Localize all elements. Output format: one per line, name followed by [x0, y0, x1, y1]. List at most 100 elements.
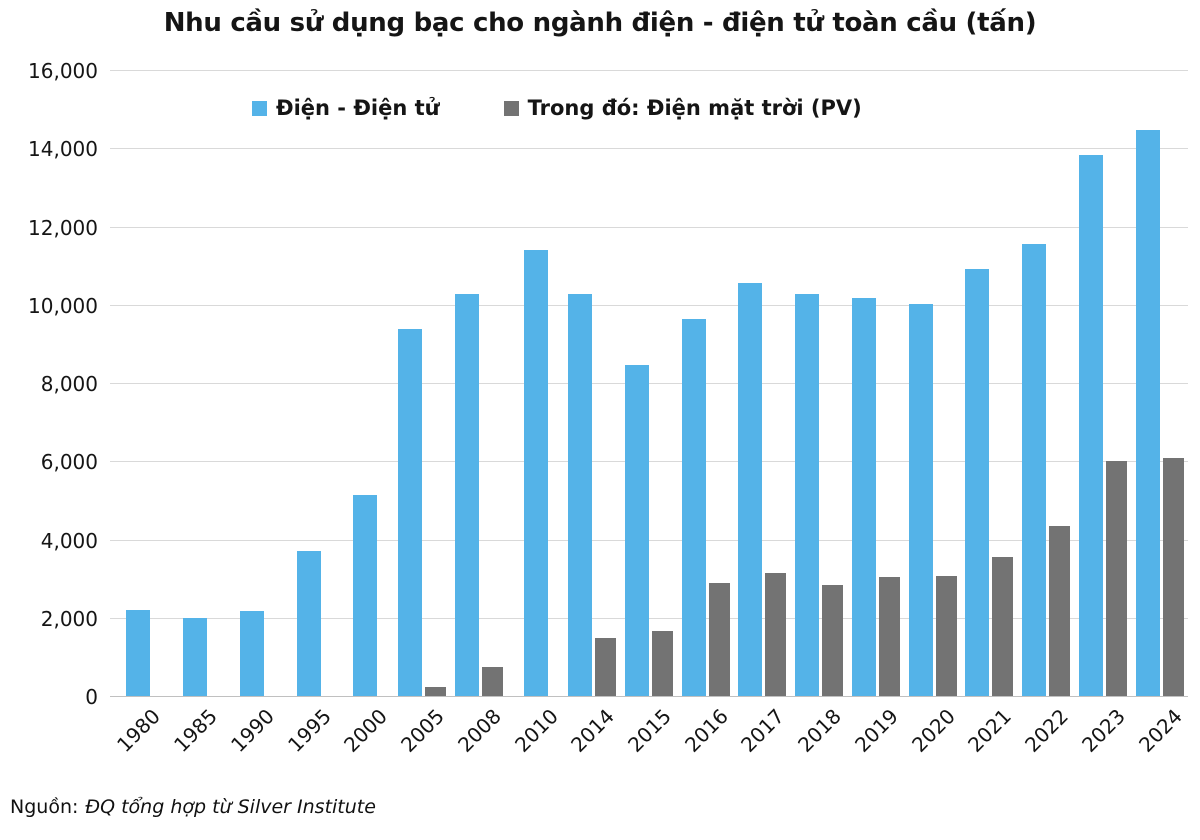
- x-tick-label-2008: 2008: [452, 704, 506, 757]
- bar-group-1990: [223, 70, 280, 696]
- bar-group-2008: [450, 70, 507, 696]
- bar-2008-dien-mat-troi-pv[interactable]: [481, 666, 503, 696]
- bar-2023-dien-mat-troi-pv[interactable]: [1105, 460, 1127, 696]
- bar-2018-dien-mat-troi-pv[interactable]: [822, 584, 844, 696]
- bar-2015-dien-mat-troi-pv[interactable]: [651, 630, 673, 696]
- bar-group-1980: [110, 70, 167, 696]
- x-tick-label-2016: 2016: [679, 704, 733, 757]
- bar-group-2021: [961, 70, 1018, 696]
- bar-2016-dien-dien-tu[interactable]: [681, 319, 706, 696]
- bar-group-2023: [1074, 70, 1131, 696]
- x-tick-label-1990: 1990: [225, 704, 279, 757]
- x-axis-labels: 1980 1985 1990 1995 2000 2005 2008 2010 2014 2015…: [0, 704, 1200, 784]
- gridline-4000: [110, 539, 1188, 541]
- x-tick-label-2005: 2005: [396, 704, 450, 757]
- bar-group-2015: [621, 70, 678, 696]
- bar-2020-dien-dien-tu[interactable]: [908, 303, 933, 696]
- bar-2021-dien-dien-tu[interactable]: [965, 269, 990, 696]
- x-tick-label-2015: 2015: [623, 704, 676, 757]
- source-text: ĐQ tổng hợp từ Silver Institute: [85, 796, 376, 818]
- x-tick-label-1985: 1985: [169, 704, 223, 757]
- bar-2014-dien-dien-tu[interactable]: [568, 294, 593, 696]
- bar-2005-dien-dien-tu[interactable]: [398, 329, 423, 696]
- y-tick-label-14000: 14,000: [28, 137, 98, 162]
- x-tick-label-2020: 2020: [906, 704, 960, 757]
- y-tick-label-12000: 12,000: [28, 215, 98, 240]
- bar-2024-dien-mat-troi-pv[interactable]: [1162, 458, 1184, 696]
- y-tick-label-0: 0: [85, 685, 98, 709]
- y-tick-label-16000: 16,000: [28, 59, 98, 83]
- bar-2021-dien-mat-troi-pv[interactable]: [992, 557, 1014, 696]
- gridline-14000: [110, 148, 1188, 150]
- bar-2020-dien-mat-troi-pv[interactable]: [935, 575, 957, 696]
- legend-item-dien-dien-tu[interactable]: Điện - Điện tử: [252, 96, 440, 120]
- source-note: Nguồn: ĐQ tổng hợp từ Silver Institute: [10, 796, 376, 818]
- x-tick-label-1980: 1980: [112, 704, 166, 757]
- x-tick-label-2014: 2014: [566, 704, 620, 757]
- bar-group-2010: [507, 70, 564, 696]
- bar-2017-dien-dien-tu[interactable]: [738, 283, 763, 696]
- x-tick-label-2022: 2022: [1020, 704, 1074, 757]
- bar-2008-dien-dien-tu[interactable]: [454, 294, 479, 696]
- x-tick-label-2021: 2021: [963, 704, 1017, 757]
- bar-group-2016: [677, 70, 734, 696]
- bar-group-1995: [280, 70, 337, 696]
- bar-1980-dien-dien-tu[interactable]: [126, 609, 151, 696]
- bar-2018-dien-dien-tu[interactable]: [795, 293, 820, 696]
- bar-group-2020: [904, 70, 961, 696]
- bar-2016-dien-mat-troi-pv[interactable]: [708, 582, 730, 696]
- bar-2014-dien-mat-troi-pv[interactable]: [595, 637, 617, 696]
- bar-2019-dien-mat-troi-pv[interactable]: [878, 577, 900, 696]
- bar-2019-dien-dien-tu[interactable]: [851, 298, 876, 696]
- bar-2023-dien-dien-tu[interactable]: [1078, 154, 1103, 696]
- bar-1985-dien-dien-tu[interactable]: [183, 617, 208, 696]
- y-tick-label-4000: 4,000: [40, 528, 98, 553]
- gridline-10000: [110, 304, 1188, 306]
- chart-legend: Điện - Điện tử Trong đó: Điện mặt trời (P…: [252, 96, 862, 120]
- bar-2022-dien-mat-troi-pv[interactable]: [1049, 525, 1071, 696]
- y-tick-label-8000: 8,000: [40, 372, 98, 396]
- gridline-2000: [110, 617, 1188, 619]
- bar-2024-dien-dien-tu[interactable]: [1135, 129, 1160, 696]
- gridline-0: [110, 696, 1188, 697]
- bar-group-2017: [734, 70, 791, 696]
- x-tick-label-2019: 2019: [849, 704, 903, 757]
- legend-item-dien-mat-troi-pv[interactable]: Trong đó: Điện mặt trời (PV): [503, 96, 862, 120]
- x-tick-label-2017: 2017: [736, 704, 790, 757]
- bar-2000-dien-dien-tu[interactable]: [353, 494, 378, 696]
- y-tick-label-6000: 6,000: [40, 450, 98, 475]
- legend-label: Điện - Điện tử: [276, 96, 440, 120]
- gridline-8000: [110, 383, 1188, 384]
- x-tick-label-2000: 2000: [339, 704, 393, 757]
- bar-group-2018: [791, 70, 848, 696]
- bar-group-2022: [1018, 70, 1075, 696]
- y-tick-label-10000: 10,000: [28, 293, 98, 318]
- x-tick-label-2024: 2024: [1133, 704, 1187, 757]
- legend-label: Trong đó: Điện mặt trời (PV): [527, 96, 862, 120]
- y-tick-label-2000: 2,000: [40, 606, 98, 631]
- gridline-6000: [110, 461, 1188, 463]
- plot-area: [110, 70, 1188, 697]
- bar-2017-dien-mat-troi-pv[interactable]: [765, 572, 787, 696]
- bar-2022-dien-dien-tu[interactable]: [1022, 244, 1047, 696]
- gridline-16000: [110, 70, 1188, 71]
- bar-group-2000: [337, 70, 394, 696]
- bar-2005-dien-mat-troi-pv[interactable]: [425, 687, 447, 696]
- bar-group-2005: [394, 70, 451, 696]
- legend-swatch-icon: [503, 100, 519, 116]
- bars-container: [110, 70, 1188, 696]
- gridline-12000: [110, 226, 1188, 228]
- chart-title: Nhu cầu sử dụng bạc cho ngành điện - điệ…: [163, 8, 1037, 38]
- bar-group-1985: [167, 70, 224, 696]
- bar-2010-dien-dien-tu[interactable]: [523, 249, 548, 696]
- bar-group-2019: [848, 70, 905, 696]
- x-tick-label-1995: 1995: [282, 704, 336, 757]
- bar-group-2024: [1131, 70, 1188, 696]
- legend-swatch-icon: [252, 100, 267, 116]
- bar-1995-dien-dien-tu[interactable]: [296, 551, 321, 696]
- x-tick-label-2010: 2010: [509, 704, 563, 757]
- bar-1990-dien-dien-tu[interactable]: [239, 611, 264, 696]
- bar-group-2014: [564, 70, 621, 696]
- bar-2015-dien-dien-tu[interactable]: [624, 365, 649, 696]
